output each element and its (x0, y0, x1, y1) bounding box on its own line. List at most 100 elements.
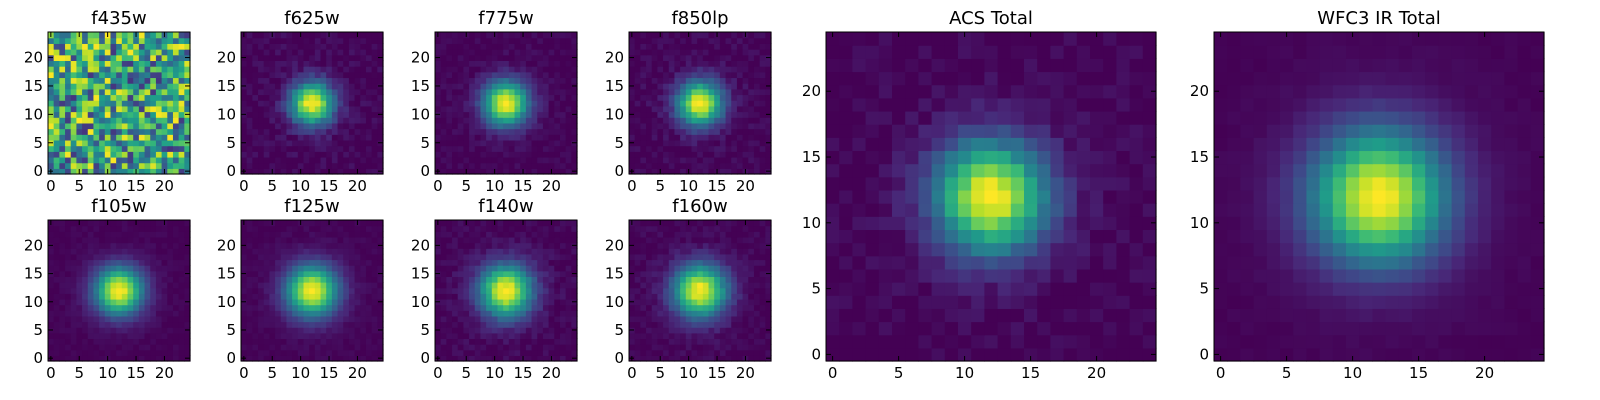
heatmap-cell (663, 43, 670, 50)
heatmap-cell (252, 225, 259, 232)
heatmap-cell (691, 332, 698, 340)
heatmap-cell (520, 236, 527, 244)
heatmap-cell (365, 265, 373, 272)
heatmap-cell (326, 242, 333, 249)
heatmap-cell (87, 327, 95, 334)
heatmap-cell (241, 37, 248, 44)
heatmap-cell (309, 225, 316, 232)
heatmap-cell (365, 327, 373, 334)
heatmap-cell (657, 315, 664, 323)
heatmap-cell (104, 156, 112, 164)
heatmap-cell (331, 32, 339, 39)
heatmap-cell (263, 253, 270, 261)
heatmap-cell (736, 83, 744, 90)
heatmap-cell (491, 151, 499, 158)
heatmap-cell (104, 71, 112, 79)
heatmap-cell (452, 327, 459, 334)
heatmap-cell (99, 293, 106, 300)
heatmap-cell (714, 60, 721, 67)
heatmap-cell (178, 77, 185, 84)
heatmap-cell (59, 117, 66, 124)
heatmap-cell (155, 100, 163, 107)
heatmap-cell (714, 344, 721, 351)
heatmap-cell (82, 270, 89, 277)
heatmap-cell (53, 310, 60, 317)
heatmap-cell (246, 134, 253, 141)
heatmap-cell (748, 145, 755, 152)
heatmap-cell (76, 231, 83, 238)
heatmap-cell (640, 54, 647, 61)
y-tick-label: 5 (614, 134, 624, 152)
heatmap-cell (263, 88, 270, 96)
heatmap-cell (343, 117, 350, 124)
heatmap-cell (76, 310, 83, 317)
heatmap-cell (537, 231, 544, 238)
heatmap-cell (640, 134, 647, 141)
heatmap-cell (70, 145, 77, 152)
heatmap-cell (753, 94, 761, 101)
heatmap-cell (297, 225, 305, 232)
heatmap-cell (548, 105, 555, 113)
heatmap-cell (514, 259, 521, 266)
heatmap-cell (320, 242, 327, 249)
heatmap-cell (640, 88, 647, 96)
heatmap-cell (184, 338, 191, 345)
heatmap-cell (697, 43, 704, 50)
heatmap-cell (82, 43, 89, 50)
heatmap-cell (348, 248, 356, 255)
heatmap-cell (554, 60, 561, 67)
heatmap-cell (634, 315, 641, 323)
heatmap-cell (742, 293, 749, 300)
heatmap-cell (503, 134, 510, 141)
heatmap-cell (337, 66, 344, 73)
heatmap-cell (634, 287, 641, 294)
heatmap-cell (663, 355, 670, 362)
heatmap-cell (309, 270, 316, 277)
heatmap-cell (440, 43, 447, 50)
heatmap-cell (53, 220, 60, 227)
heatmap-cell (70, 310, 77, 317)
heatmap-cell (497, 248, 504, 255)
heatmap-cell (241, 105, 248, 113)
heatmap-cell (127, 32, 134, 39)
heatmap-cell (70, 100, 77, 107)
heatmap-cell (161, 60, 168, 67)
heatmap-cell (150, 287, 157, 294)
heatmap-cell (514, 276, 521, 283)
heatmap-cell (167, 77, 174, 84)
heatmap-cell (474, 168, 482, 175)
heatmap-cell (463, 270, 470, 277)
heatmap-cell (178, 168, 185, 175)
heatmap-cell (452, 344, 459, 351)
heatmap-cell (503, 332, 510, 340)
heatmap-cell (435, 332, 442, 340)
heatmap-cell (172, 156, 180, 164)
heatmap-cell (759, 321, 766, 328)
heatmap-cell (668, 162, 676, 169)
heatmap-cell (326, 134, 333, 141)
heatmap-cell (331, 282, 339, 289)
heatmap-cell (59, 100, 66, 107)
heatmap-cell (116, 231, 123, 238)
heatmap-cell (691, 77, 698, 84)
heatmap-cell (303, 242, 310, 249)
heatmap-cell (275, 220, 282, 227)
heatmap-cell (537, 242, 544, 249)
axes-frame (240, 219, 384, 362)
heatmap-cell (314, 231, 322, 238)
heatmap-cell (742, 145, 749, 152)
heatmap-cell (337, 117, 344, 124)
heatmap-cell (731, 105, 738, 113)
heatmap-cell (559, 54, 567, 61)
heatmap-cell (508, 77, 516, 84)
heatmap-cell (263, 349, 270, 356)
heatmap-cell (651, 162, 658, 169)
heatmap-cell (474, 287, 482, 294)
heatmap-cell (53, 168, 60, 175)
heatmap-cell (258, 71, 265, 79)
heatmap-cell (554, 77, 561, 84)
heatmap-cell (331, 276, 339, 283)
heatmap-cell (76, 88, 83, 96)
